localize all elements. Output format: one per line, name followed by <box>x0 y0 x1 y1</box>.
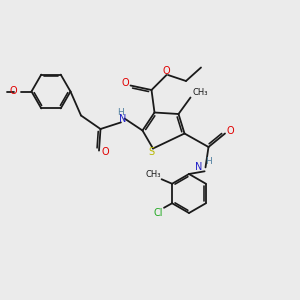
Text: O: O <box>10 86 17 97</box>
Text: S: S <box>149 147 155 158</box>
Text: H: H <box>205 157 212 166</box>
Text: Cl: Cl <box>153 208 163 218</box>
Text: CH₃: CH₃ <box>146 169 161 178</box>
Text: O: O <box>121 78 129 88</box>
Text: O: O <box>101 147 109 157</box>
Text: CH₃: CH₃ <box>193 88 208 97</box>
Text: N: N <box>119 113 127 124</box>
Text: H: H <box>117 108 123 117</box>
Text: O: O <box>163 65 170 76</box>
Text: N: N <box>195 162 203 172</box>
Text: O: O <box>226 125 234 136</box>
